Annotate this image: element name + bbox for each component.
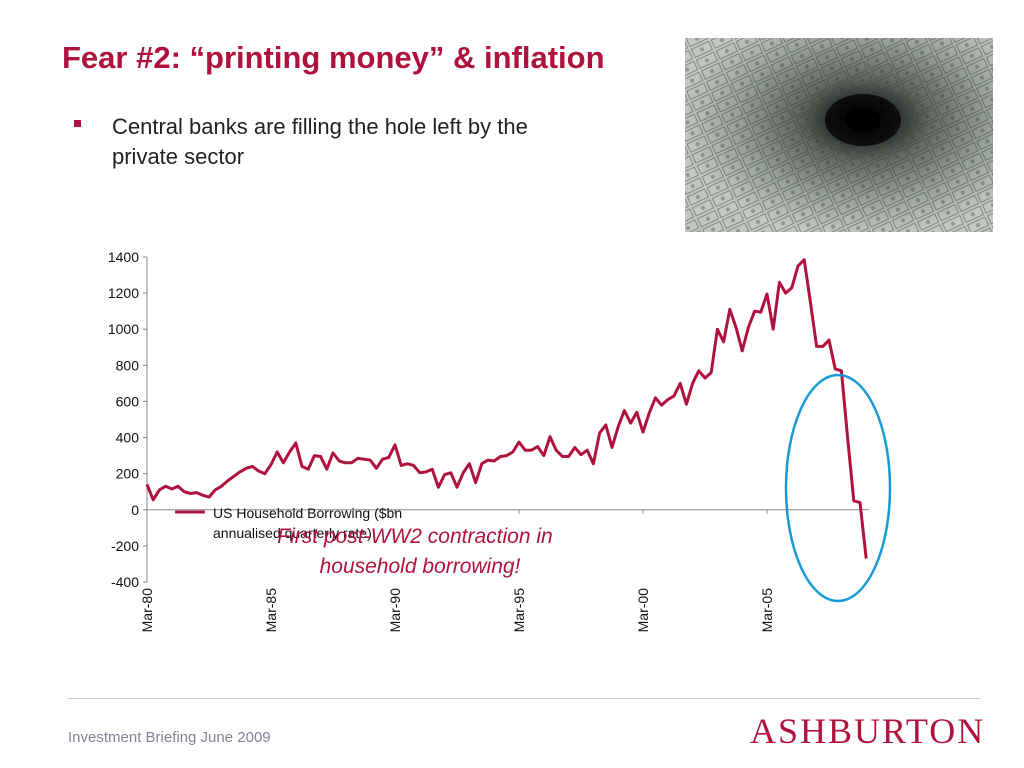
bullet-text: Central banks are filling the hole left … — [112, 114, 528, 169]
x-tick-label: Mar-00 — [635, 588, 651, 633]
money-vortex-image — [685, 38, 993, 232]
legend-label-line2: annualised quarterly rate) — [213, 525, 372, 541]
y-tick-label: 200 — [116, 466, 140, 482]
chart-svg: 1400 1200 1000 800 600 400 200 0 -200 -400 Mar-80… — [108, 249, 892, 633]
series-line-household-borrowing — [145, 258, 868, 559]
annotation-line2: household borrowing! — [320, 555, 521, 578]
x-tick-label: Mar-90 — [387, 588, 403, 633]
y-tick-label: -200 — [111, 538, 139, 554]
footer-text: Investment Briefing June 2009 — [68, 729, 271, 746]
y-tick-label: 1200 — [108, 285, 139, 301]
x-tick-label: Mar-80 — [139, 588, 155, 633]
y-tick-label: 800 — [116, 357, 140, 373]
x-tick-label: Mar-95 — [511, 588, 527, 633]
x-tick-label: Mar-05 — [759, 588, 775, 633]
highlight-circle — [784, 373, 892, 603]
y-tick-label: 600 — [116, 393, 140, 409]
x-tick-label: Mar-85 — [263, 588, 279, 633]
y-tick-label: 0 — [131, 502, 139, 518]
y-tick-label: 400 — [116, 430, 140, 446]
borrowing-chart: 1400 1200 1000 800 600 400 200 0 -200 -400 Mar-80… — [0, 240, 1024, 660]
annotation-line1: First post-WW2 contraction in — [277, 525, 552, 548]
money-vortex-illustration — [685, 38, 993, 232]
chart-axes — [146, 257, 870, 582]
y-tick-label: 1400 — [108, 249, 139, 265]
footer-divider — [68, 698, 980, 699]
y-tick-label: 1000 — [108, 321, 139, 337]
y-axis-ticks: 1400 1200 1000 800 600 400 200 0 -200 -400 — [108, 249, 147, 590]
legend-label-line1: US Household Borrowing ($bn — [213, 505, 402, 521]
y-tick-label: -400 — [111, 574, 139, 590]
ashburton-logo: ASHBURTON — [750, 711, 986, 751]
x-axis-ticks: Mar-80 Mar-85 Mar-90 Mar-95 Mar-00 Mar-05 — [139, 509, 775, 633]
slide-title: Fear #2: “printing money” & inflation — [62, 40, 605, 75]
bullet-marker-icon — [74, 120, 81, 127]
legend: US Household Borrowing ($bn annualised q… — [175, 505, 402, 541]
